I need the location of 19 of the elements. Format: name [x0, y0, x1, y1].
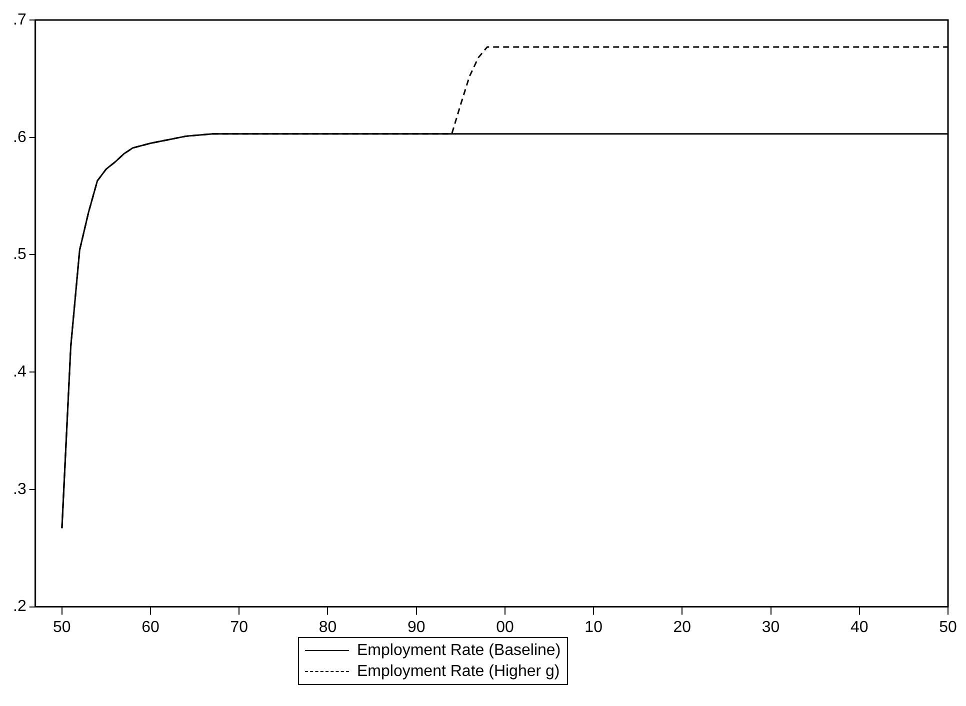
y-tick-label: .3: [13, 480, 26, 498]
x-tick-label: 80: [318, 618, 337, 636]
x-tick-label: 20: [673, 618, 692, 636]
y-tick-label: .6: [13, 128, 26, 146]
x-tick-label: 40: [850, 618, 868, 636]
x-tick-label: 50: [939, 618, 957, 636]
legend-label: Employment Rate (Higher g): [357, 662, 560, 682]
y-tick-label: .2: [13, 598, 26, 616]
y-tick-label: .5: [13, 246, 26, 264]
x-tick-label: 70: [230, 618, 248, 636]
x-tick-label: 90: [407, 618, 426, 636]
legend-label: Employment Rate (Baseline): [357, 641, 561, 661]
x-tick-label: 00: [496, 618, 514, 636]
y-tick-label: .7: [13, 11, 26, 28]
x-tick-label: 60: [142, 618, 160, 636]
x-tick-label: 30: [762, 618, 780, 636]
x-tick-label: 50: [53, 618, 71, 636]
y-tick-label: .4: [13, 363, 26, 380]
x-tick-label: 10: [584, 618, 603, 636]
